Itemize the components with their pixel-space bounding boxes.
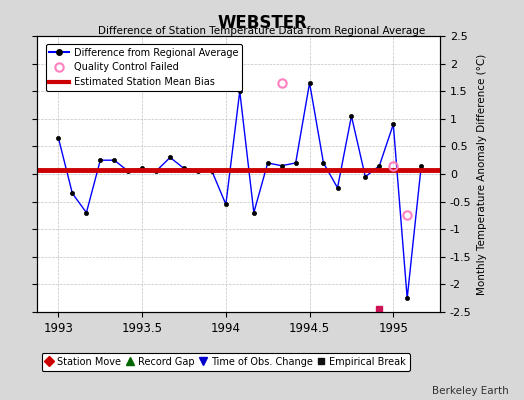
- Text: WEBSTER: WEBSTER: [217, 14, 307, 32]
- Text: Berkeley Earth: Berkeley Earth: [432, 386, 508, 396]
- Y-axis label: Monthly Temperature Anomaly Difference (°C): Monthly Temperature Anomaly Difference (…: [477, 53, 487, 295]
- Legend: Station Move, Record Gap, Time of Obs. Change, Empirical Break: Station Move, Record Gap, Time of Obs. C…: [41, 353, 410, 370]
- Text: Difference of Station Temperature Data from Regional Average: Difference of Station Temperature Data f…: [99, 26, 425, 36]
